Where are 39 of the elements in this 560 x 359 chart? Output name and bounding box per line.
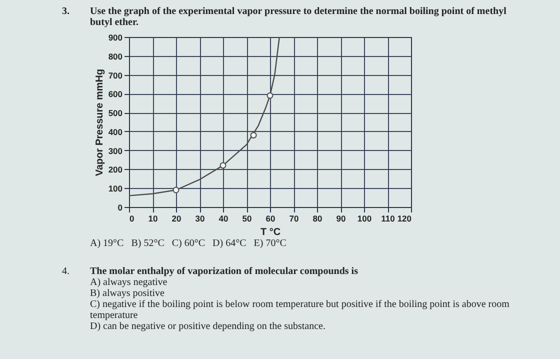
x-tick-label: 10 [148,214,158,224]
x-tick-label: 40 [218,214,228,224]
x-tick-label: 120 [397,214,412,224]
x-tick-label: 20 [172,214,182,224]
y-tick-label: 600 [108,89,123,100]
x-tick-label: 80 [312,214,322,224]
text: A) 19°C B) 52°C C) 60°C D) 64°C E) 70°C [90,238,288,249]
y-tick-label: 100 [108,184,123,194]
text: A) always negative [90,277,168,288]
text: 3. [62,6,70,17]
x-tick-label: 50 [242,214,252,224]
x-axis-title: T °C [260,227,281,238]
line-series [128,36,280,196]
x-tick-label: 110 [381,214,396,224]
x-tick-label: 60 [266,214,276,224]
x-tick-label: 30 [195,214,205,224]
y-tick-label: 400 [108,126,123,137]
x-tick-label: 90 [336,214,346,224]
y-tick-label: 900 [108,32,123,42]
point [220,162,226,169]
y-tick-label: 300 [108,146,123,156]
text: The molar enthalpy of vaporization of molecular compounds is [90,266,359,277]
y-axis-title: Vapor Pressure mmHg [94,68,106,176]
x-tick-label: 0 [130,214,134,224]
y-tick-label: 200 [108,164,123,175]
x-tick-label: 70 [289,214,299,224]
text: C) negative if the boiling point is below room temperature but positive if the boiling point is above room temperature [90,299,510,321]
text: B) always positive [90,288,166,299]
y-tick-label: 800 [108,51,123,62]
chart-title: Use the graph of the experimental vapor pressure to determine the normal boiling point of methyl butyl ether. [90,6,508,28]
point [266,92,274,99]
text: 4. [62,266,70,277]
point [250,132,257,138]
point [172,186,180,194]
y-tick-label: 500 [108,108,123,118]
x-tick-label: 100 [357,214,372,224]
y-tick-label: 0 [118,202,123,212]
text: D) can be negative or positive depending on the substance. [90,321,326,332]
y-tick-label: 700 [108,70,123,80]
